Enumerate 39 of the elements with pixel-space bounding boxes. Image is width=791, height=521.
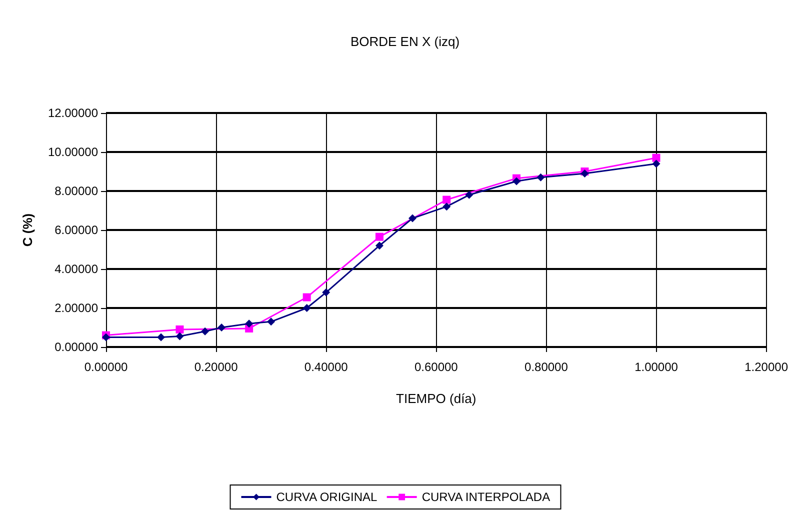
point	[302, 304, 311, 312]
point	[157, 333, 166, 342]
chart-title: BORDE EN X (izq)	[350, 34, 460, 49]
x-tick-label: 0.60000	[414, 360, 458, 374]
y-tick-label: 4.00000	[54, 262, 98, 276]
y-tick-label: 6.00000	[54, 223, 98, 237]
point	[465, 190, 474, 199]
y-tick-label: 2.00000	[54, 301, 98, 315]
point	[512, 177, 520, 186]
point	[322, 288, 330, 296]
point	[267, 318, 276, 326]
x-tick-label: 0.20000	[194, 360, 238, 374]
point	[442, 196, 451, 204]
point	[408, 214, 416, 222]
point	[245, 320, 254, 328]
point	[536, 173, 545, 182]
point	[375, 232, 384, 241]
point	[302, 293, 311, 302]
x-tick-label: 0.80000	[524, 360, 568, 374]
point	[652, 160, 660, 168]
x-axis-title: TIEMPO (día)	[396, 391, 476, 406]
point	[442, 202, 451, 211]
y-tick-label: 10.00000	[48, 145, 98, 159]
point	[201, 327, 210, 336]
point	[176, 325, 184, 334]
y-tick-label: 0.00000	[54, 340, 98, 354]
point	[176, 332, 184, 340]
x-tick-label: 1.20000	[744, 360, 788, 374]
x-tick-label: 0.00000	[84, 360, 128, 374]
y-tick-label: 8.00000	[54, 184, 98, 198]
x-tick-label: 0.40000	[304, 360, 348, 374]
y-tick-label: 12.00000	[48, 106, 98, 120]
legend-label: CURVA ORIGINAL	[276, 490, 378, 504]
point	[652, 154, 660, 162]
y-axis-title: C (%)	[20, 213, 35, 247]
legend-label: CURVA INTERPOLADA	[422, 490, 550, 504]
point	[218, 324, 226, 332]
point	[375, 242, 384, 250]
x-tick-label: 1.00000	[634, 360, 678, 374]
